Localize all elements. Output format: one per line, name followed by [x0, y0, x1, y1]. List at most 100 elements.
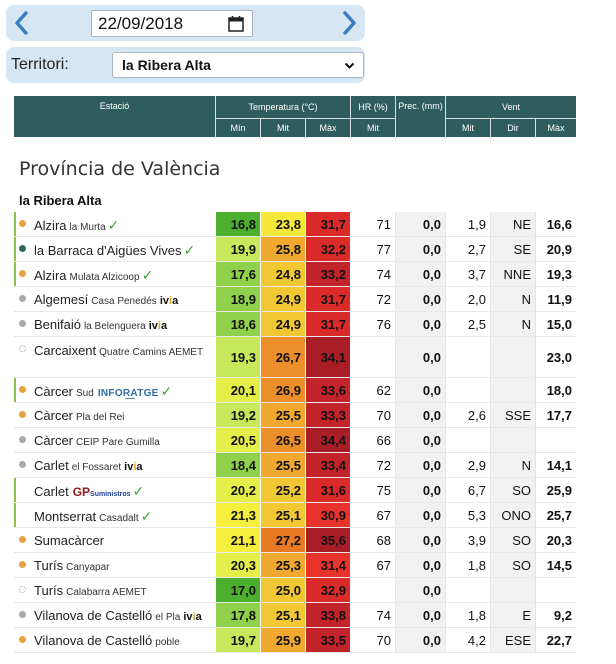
ivia-logo: ivia — [148, 320, 168, 332]
station-name[interactable]: Algemesí Casa Penedés ivia — [34, 292, 178, 307]
table-row[interactable]: Vilanova de Castelló el Pla ivia 17,8 25,1 33… — [14, 603, 576, 628]
verified-check-icon: ✓ — [140, 508, 153, 524]
table-row[interactable]: Turís Calabarra AEMET 17,0 25,0 32,9 0,0 — [14, 578, 576, 603]
wind-mit-cell — [446, 378, 491, 402]
station-name[interactable]: Càrcer Sud INFOR͟ATGE ✓ — [34, 383, 172, 400]
wind-max-cell: 25,9 — [536, 478, 576, 502]
station-status-dot — [19, 411, 26, 418]
table-row[interactable]: Sumacàrcer 21,1 27,2 35,6 68 0,0 3,9 SO 20,3 — [14, 528, 576, 553]
precipitation-cell: 0,0 — [396, 528, 446, 552]
precipitation-cell: 0,0 — [396, 212, 446, 236]
header-wind-dir: Dir — [491, 118, 536, 137]
wind-max-cell: 25,7 — [536, 503, 576, 527]
station-name[interactable]: Alzira la Murta ✓ — [34, 217, 119, 234]
hr-cell: 75 — [351, 478, 396, 502]
calendar-icon[interactable] — [228, 15, 244, 32]
wind-mit-cell: 1,9 — [446, 212, 491, 236]
table-row[interactable]: la Barraca d'Aigües Vives ✓ 19,9 25,8 32,2 77… — [14, 237, 576, 262]
row-indicator — [14, 503, 16, 527]
table-row[interactable]: Carlet GPSuministros ✓ 20,2 25,2 31,6 75 0,0 6,7… — [14, 478, 576, 503]
temp-max-cell: 31,6 — [306, 478, 351, 502]
date-input[interactable]: 22/09/2018 — [91, 10, 253, 37]
station-status-dot — [19, 536, 26, 543]
station-status-dot — [19, 611, 26, 618]
station-name[interactable]: Carlet GPSuministros ✓ — [34, 483, 144, 500]
table-row[interactable]: Carcaixent Quatre Camins AEMET 19,3 26,7 34,… — [14, 337, 576, 378]
temp-min-cell: 20,2 — [216, 478, 261, 502]
wind-mit-cell: 6,7 — [446, 478, 491, 502]
station-name-text: Alzira — [34, 218, 67, 233]
station-name[interactable]: Vilanova de Castelló poble — [34, 633, 180, 648]
hr-cell: 67 — [351, 503, 396, 527]
table-row[interactable]: Càrcer Pla del Rei 19,2 25,5 33,3 70 0,0 2,6 SSE… — [14, 403, 576, 428]
prev-day-button[interactable] — [9, 9, 35, 37]
station-name[interactable]: Càrcer CEIP Pare Gumilla — [34, 433, 160, 448]
wind-dir-cell: SE — [491, 237, 536, 261]
hr-cell — [351, 578, 396, 602]
wind-mit-cell: 2,5 — [446, 312, 491, 336]
temp-min-cell: 21,1 — [216, 528, 261, 552]
station-name-text: Càrcer — [34, 408, 74, 423]
temp-min-cell: 17,6 — [216, 262, 261, 286]
station-subname: la Murta — [69, 222, 106, 233]
table-row[interactable]: Alzira la Murta ✓ 16,8 23,8 31,7 71 0,0 1,9 NE 16,… — [14, 212, 576, 237]
next-day-button[interactable] — [336, 9, 362, 37]
station-subname: Mulata Alzicoop — [69, 272, 140, 283]
station-name[interactable]: Carcaixent Quatre Camins AEMET — [34, 342, 229, 361]
wind-dir-cell: SO — [491, 553, 536, 577]
station-name[interactable]: Càrcer Pla del Rei — [34, 408, 124, 423]
wind-dir-cell: ESE — [491, 628, 536, 652]
table-row[interactable]: Montserrat Casadalt ✓ 21,3 25,1 30,9 67 0,0 5,3 O… — [14, 503, 576, 528]
station-name[interactable]: Montserrat Casadalt ✓ — [34, 508, 152, 525]
hr-cell: 67 — [351, 553, 396, 577]
station-status-dot — [19, 436, 26, 443]
table-row[interactable]: Càrcer Sud INFOR͟ATGE ✓ 20,1 26,9 33,6 62 0,0 18,… — [14, 378, 576, 403]
station-name-text: Turís — [34, 558, 64, 573]
temp-max-cell: 33,8 — [306, 603, 351, 627]
hr-cell: 66 — [351, 428, 396, 452]
header-temp-min: Mín — [216, 118, 261, 137]
station-status-dot — [19, 220, 26, 227]
temp-max-cell: 33,6 — [306, 378, 351, 402]
table-row[interactable]: Carlet el Fossaret ivia 18,4 25,5 33,4 72 0,0 2,… — [14, 453, 576, 478]
station-name[interactable]: la Barraca d'Aigües Vives ✓ — [34, 242, 195, 259]
precipitation-cell: 0,0 — [396, 237, 446, 261]
station-name[interactable]: Vilanova de Castelló el Pla ivia — [34, 608, 202, 623]
precipitation-cell: 0,0 — [396, 337, 446, 377]
hr-cell — [351, 337, 396, 377]
station-name[interactable]: Alzira Mulata Alzicoop ✓ — [34, 267, 153, 284]
precipitation-cell: 0,0 — [396, 603, 446, 627]
territory-select[interactable]: la Ribera Alta — [112, 52, 364, 78]
wind-max-cell: 17,7 — [536, 403, 576, 427]
table-row[interactable]: Turís Canyapar 20,3 25,3 31,4 67 0,0 1,8 SO 14,5 — [14, 553, 576, 578]
table-row[interactable]: Alzira Mulata Alzicoop ✓ 17,6 24,8 33,2 74 0,0 3… — [14, 262, 576, 287]
table-row[interactable]: Algemesí Casa Penedés ivia 18,9 24,9 31,7 72 0,… — [14, 287, 576, 312]
wind-max-cell: 16,6 — [536, 212, 576, 236]
temp-min-cell: 19,3 — [216, 337, 261, 377]
station-name[interactable]: Sumacàrcer — [34, 533, 104, 548]
hr-cell: 76 — [351, 312, 396, 336]
temp-max-cell: 34,4 — [306, 428, 351, 452]
temp-min-cell: 19,7 — [216, 628, 261, 652]
station-subname: el Pla — [155, 612, 181, 623]
table-row[interactable]: Càrcer CEIP Pare Gumilla 20,5 26,5 34,4 66 0,0 — [14, 428, 576, 453]
station-subname: Calabarra AEMET — [66, 587, 147, 598]
station-status-dot — [19, 320, 26, 327]
station-name[interactable]: Turís Canyapar — [34, 558, 110, 573]
station-name[interactable]: Carlet el Fossaret ivia — [34, 458, 143, 473]
station-name-text: Carlet — [34, 484, 69, 499]
temp-mit-cell: 23,8 — [261, 212, 306, 236]
table-row[interactable]: Benifaió la Belenguera ivia 18,6 24,9 31,7 76 0… — [14, 312, 576, 337]
temp-max-cell: 31,7 — [306, 312, 351, 336]
station-name[interactable]: Benifaió la Belenguera ivia — [34, 317, 167, 332]
station-name[interactable]: Turís Calabarra AEMET — [34, 583, 147, 598]
hr-cell: 74 — [351, 262, 396, 286]
table-header: Estació Temperatura (°C) Mín Mit Màx HR … — [14, 96, 576, 137]
ivia-logo: ivia — [183, 611, 202, 623]
precipitation-cell: 0,0 — [396, 578, 446, 602]
header-wind: Vent — [501, 102, 521, 112]
date-navigation-bar: 22/09/2018 — [6, 5, 365, 41]
wind-mit-cell — [446, 578, 491, 602]
row-indicator — [14, 237, 16, 261]
table-row[interactable]: Vilanova de Castelló poble 19,7 25,9 33,5 70 0… — [14, 628, 576, 653]
